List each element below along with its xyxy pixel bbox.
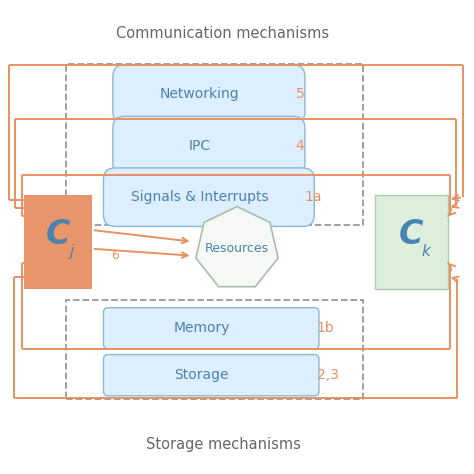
Text: 6: 6 xyxy=(111,249,119,262)
Text: 1a: 1a xyxy=(305,190,322,204)
Text: j: j xyxy=(70,244,74,258)
FancyBboxPatch shape xyxy=(103,355,319,396)
FancyBboxPatch shape xyxy=(24,195,92,289)
FancyBboxPatch shape xyxy=(113,117,305,175)
Text: Communication mechanisms: Communication mechanisms xyxy=(117,26,329,41)
Text: Signals & Interrupts: Signals & Interrupts xyxy=(131,190,268,204)
Text: IPC: IPC xyxy=(189,139,210,153)
Text: C: C xyxy=(399,218,424,251)
Text: Storage: Storage xyxy=(174,368,229,382)
Text: 1b: 1b xyxy=(317,321,334,335)
Text: Networking: Networking xyxy=(160,87,239,101)
Text: k: k xyxy=(421,244,430,258)
Text: 4: 4 xyxy=(296,139,304,153)
Text: 2,3: 2,3 xyxy=(317,368,338,382)
Text: C: C xyxy=(46,218,70,251)
FancyBboxPatch shape xyxy=(375,195,448,289)
Text: Memory: Memory xyxy=(173,321,230,335)
FancyBboxPatch shape xyxy=(103,308,319,349)
FancyBboxPatch shape xyxy=(103,168,314,227)
Polygon shape xyxy=(196,207,278,287)
FancyBboxPatch shape xyxy=(113,65,305,123)
Text: Resources: Resources xyxy=(205,242,269,255)
Text: Storage mechanisms: Storage mechanisms xyxy=(146,437,301,452)
Text: 5: 5 xyxy=(296,87,304,101)
